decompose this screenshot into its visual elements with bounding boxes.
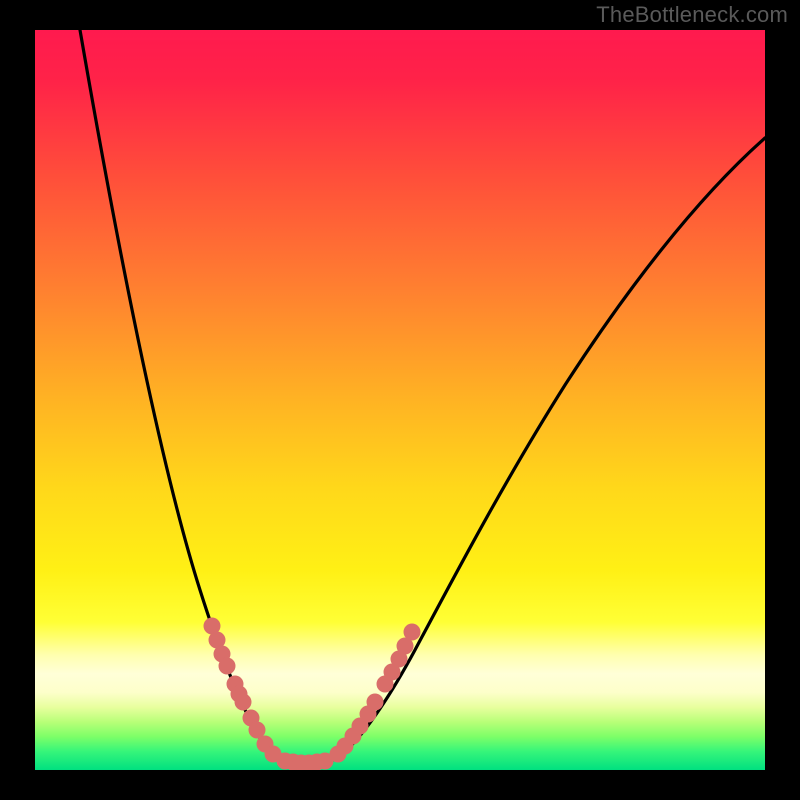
data-point — [404, 624, 421, 641]
data-point — [235, 694, 252, 711]
watermark-text: TheBottleneck.com — [596, 2, 788, 28]
data-points-layer — [35, 30, 765, 770]
data-point — [219, 658, 236, 675]
data-point — [367, 694, 384, 711]
plot-area — [35, 30, 765, 770]
